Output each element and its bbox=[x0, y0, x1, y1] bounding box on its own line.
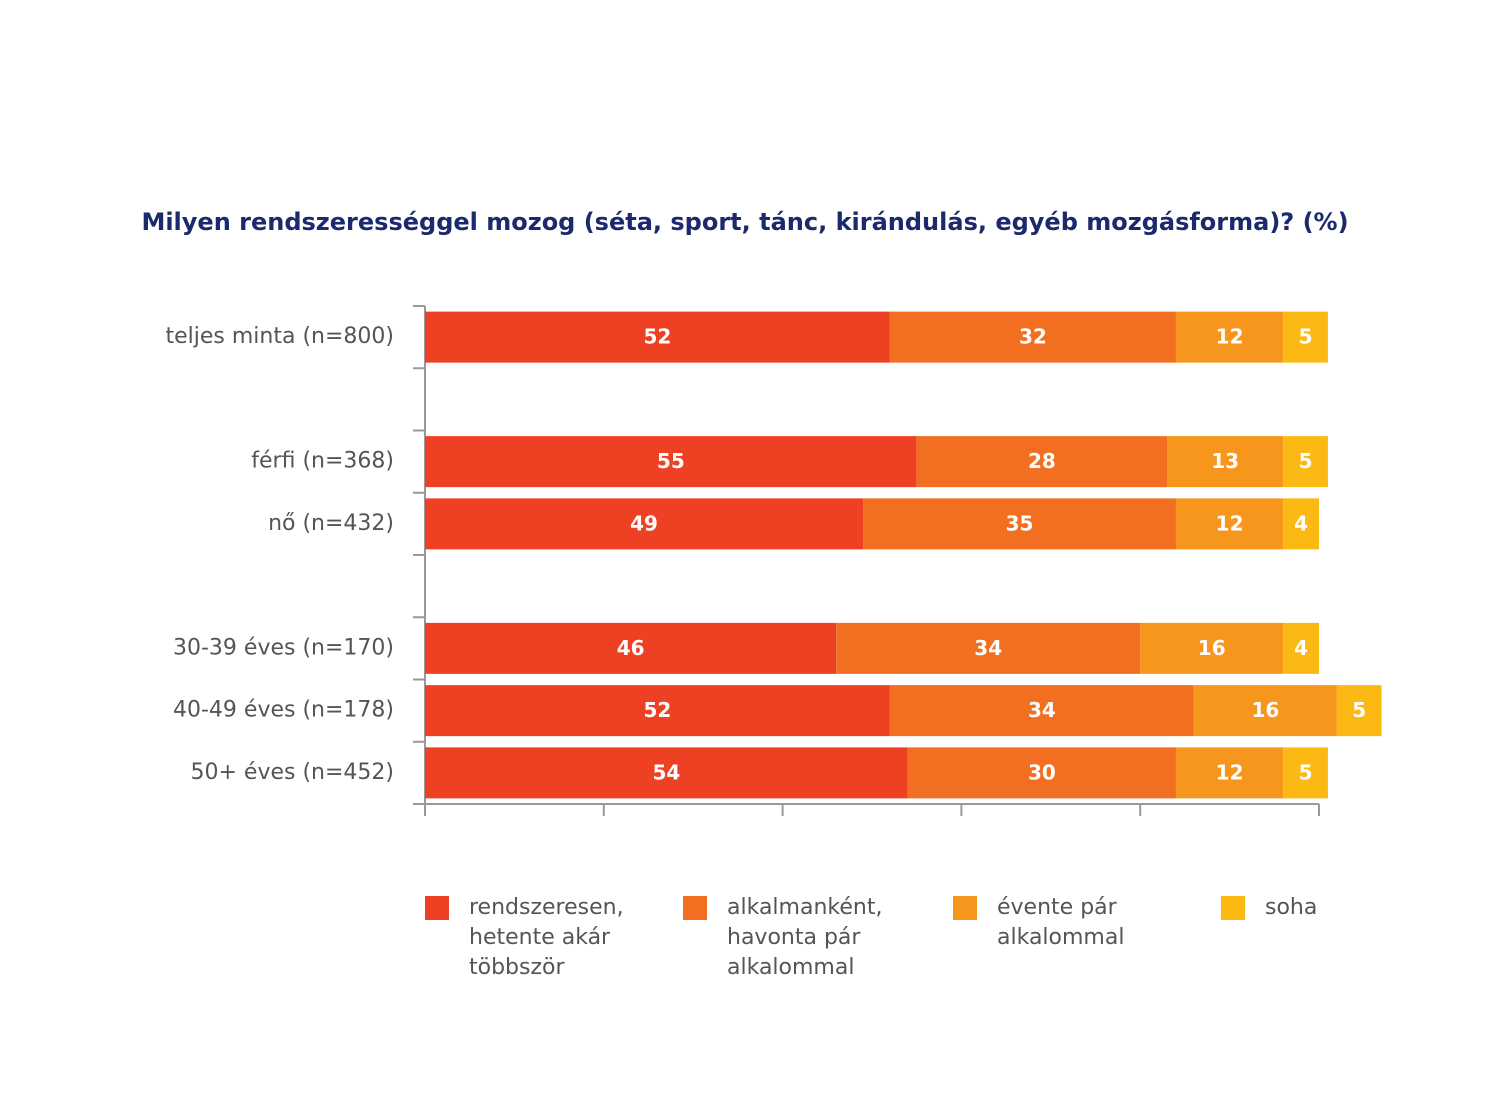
value-label: 5 bbox=[1352, 698, 1366, 722]
value-label: 16 bbox=[1251, 698, 1279, 722]
value-label: 34 bbox=[974, 636, 1002, 660]
bar-segment bbox=[1175, 311, 1284, 363]
y-tick-label: 50+ éves (n=452) bbox=[191, 760, 395, 785]
bar-segment bbox=[425, 311, 890, 363]
bar-segment bbox=[1175, 747, 1284, 799]
legend-swatch bbox=[683, 896, 707, 920]
value-label: 30 bbox=[1028, 760, 1056, 784]
bar-segment bbox=[889, 311, 1176, 363]
bar-segment bbox=[907, 747, 1176, 799]
value-label: 12 bbox=[1216, 760, 1244, 784]
value-label: 32 bbox=[1019, 325, 1047, 349]
value-label: 5 bbox=[1299, 325, 1313, 349]
y-tick-label: 30-39 éves (n=170) bbox=[173, 635, 394, 660]
bar-segment bbox=[425, 622, 837, 674]
value-label: 49 bbox=[630, 511, 658, 535]
value-label: 5 bbox=[1299, 760, 1313, 784]
value-label: 4 bbox=[1294, 511, 1308, 535]
bar-segment bbox=[1193, 685, 1337, 737]
y-tick-label: teljes minta (n=800) bbox=[166, 324, 395, 349]
value-label: 52 bbox=[644, 698, 672, 722]
value-label: 12 bbox=[1216, 511, 1244, 535]
value-label: 52 bbox=[644, 325, 672, 349]
legend-swatch bbox=[953, 896, 977, 920]
legend-label: rendszeresen, hetente akár többször bbox=[469, 895, 624, 980]
legend-label: soha bbox=[1265, 895, 1318, 920]
legend-label: alkalmanként, havonta pár alkalommal bbox=[727, 895, 883, 980]
bar-segment bbox=[1175, 498, 1284, 550]
bar-segment bbox=[863, 498, 1176, 550]
chart-title: Milyen rendszerességgel mozog (séta, spo… bbox=[141, 208, 1348, 236]
value-label: 4 bbox=[1294, 636, 1308, 660]
value-label: 46 bbox=[617, 636, 645, 660]
bar-segment bbox=[1283, 436, 1328, 488]
bar-segment bbox=[1283, 311, 1328, 363]
bar-segment bbox=[425, 747, 908, 799]
value-label: 16 bbox=[1198, 636, 1226, 660]
bar-segment bbox=[1140, 622, 1284, 674]
bar-segment bbox=[836, 622, 1141, 674]
bar-segment bbox=[425, 436, 917, 488]
y-tick-label: férfi (n=368) bbox=[251, 449, 394, 474]
value-label: 13 bbox=[1211, 449, 1239, 473]
value-label: 54 bbox=[652, 760, 680, 784]
value-label: 5 bbox=[1299, 449, 1313, 473]
bar-segment bbox=[1167, 436, 1284, 488]
value-label: 35 bbox=[1006, 511, 1034, 535]
legend-swatch bbox=[425, 896, 449, 920]
bar-segment bbox=[1283, 498, 1319, 550]
y-tick-label: nő (n=432) bbox=[268, 511, 394, 536]
value-label: 12 bbox=[1216, 325, 1244, 349]
bar-segment bbox=[1283, 747, 1328, 799]
bar-segment bbox=[1283, 622, 1319, 674]
bar-segment bbox=[916, 436, 1168, 488]
legend-label: évente pár alkalommal bbox=[997, 895, 1125, 950]
bar-segment bbox=[425, 498, 864, 550]
value-label: 28 bbox=[1028, 449, 1056, 473]
y-tick-label: 40-49 éves (n=178) bbox=[173, 698, 394, 723]
bar-segment bbox=[1336, 685, 1382, 737]
value-label: 55 bbox=[657, 449, 685, 473]
bar-segment bbox=[425, 685, 890, 737]
value-label: 34 bbox=[1028, 698, 1056, 722]
bar-segment bbox=[889, 685, 1194, 737]
legend-swatch bbox=[1221, 896, 1245, 920]
